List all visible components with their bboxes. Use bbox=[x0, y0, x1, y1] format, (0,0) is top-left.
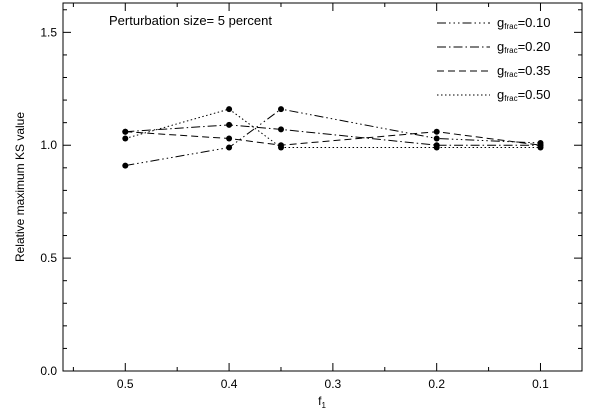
series-0.35 bbox=[122, 128, 544, 149]
legend-label-value: =0.10 bbox=[518, 15, 551, 30]
legend-label-prefix: g bbox=[497, 15, 504, 30]
legend-item: gfrac=0.10 bbox=[437, 15, 550, 31]
y-tick-label: 1.0 bbox=[40, 138, 57, 152]
legend-item: gfrac=0.20 bbox=[437, 39, 550, 55]
series-line bbox=[125, 108, 541, 148]
data-point bbox=[226, 135, 233, 142]
data-point bbox=[122, 128, 129, 135]
legend-label-value: =0.35 bbox=[518, 63, 551, 78]
data-point bbox=[537, 144, 544, 151]
legend-label-sub: frac bbox=[504, 94, 517, 103]
series-0.20 bbox=[122, 121, 544, 149]
legend-label-sub: frac bbox=[504, 46, 517, 55]
legend-item: gfrac=0.50 bbox=[437, 87, 550, 103]
y-tick-label: 0.5 bbox=[40, 251, 57, 265]
legend-item: gfrac=0.35 bbox=[437, 63, 550, 79]
data-point bbox=[278, 126, 284, 133]
data-point bbox=[122, 135, 129, 142]
data-point bbox=[226, 106, 233, 113]
data-point bbox=[278, 144, 284, 151]
x-axis-label-main: f bbox=[318, 394, 322, 408]
y-tick-label: 1.5 bbox=[40, 25, 57, 39]
y-tick-label: 0.0 bbox=[40, 364, 57, 378]
x-tick-label: 0.2 bbox=[428, 377, 445, 391]
axis-ticks bbox=[63, 3, 582, 372]
legend-label-prefix: g bbox=[497, 39, 504, 54]
x-tick-label: 0.5 bbox=[117, 377, 134, 391]
perturbation-annotation: Perturbation size= 5 percent bbox=[109, 13, 272, 28]
legend-label: gfrac=0.35 bbox=[497, 63, 550, 79]
x-tick-label: 0.3 bbox=[325, 377, 342, 391]
legend-label-value: =0.20 bbox=[518, 39, 551, 54]
legend-label-value: =0.50 bbox=[518, 87, 551, 102]
data-point bbox=[122, 162, 129, 169]
x-axis-label-sub: 1 bbox=[321, 401, 326, 410]
x-axis-label: f1 bbox=[318, 394, 326, 410]
x-tick-label: 0.4 bbox=[221, 377, 238, 391]
legend-label-prefix: g bbox=[497, 87, 504, 102]
y-axis-label: Relative maximum KS value bbox=[13, 112, 27, 262]
data-point bbox=[278, 106, 284, 113]
legend-label-prefix: g bbox=[497, 63, 504, 78]
legend-label: gfrac=0.50 bbox=[497, 87, 550, 103]
data-point bbox=[433, 135, 440, 142]
x-tick-label: 0.1 bbox=[532, 377, 549, 391]
legend-label-sub: frac bbox=[504, 22, 517, 31]
series-0.50 bbox=[122, 106, 544, 151]
plot-frame bbox=[62, 2, 583, 372]
data-point bbox=[433, 128, 440, 135]
legend-label-sub: frac bbox=[504, 70, 517, 79]
data-point bbox=[226, 144, 233, 151]
legend-label: gfrac=0.20 bbox=[497, 39, 550, 55]
data-point bbox=[433, 144, 440, 151]
series-line bbox=[125, 124, 541, 146]
data-series bbox=[122, 106, 544, 169]
data-point bbox=[226, 121, 233, 128]
legend-label: gfrac=0.10 bbox=[497, 15, 550, 31]
series-line bbox=[125, 131, 541, 146]
series-0.10 bbox=[122, 106, 544, 169]
axis-tick-labels: 0.5 0.4 0.3 0.2 0.1 0.0 0.5 1.0 1.5 bbox=[40, 25, 549, 391]
